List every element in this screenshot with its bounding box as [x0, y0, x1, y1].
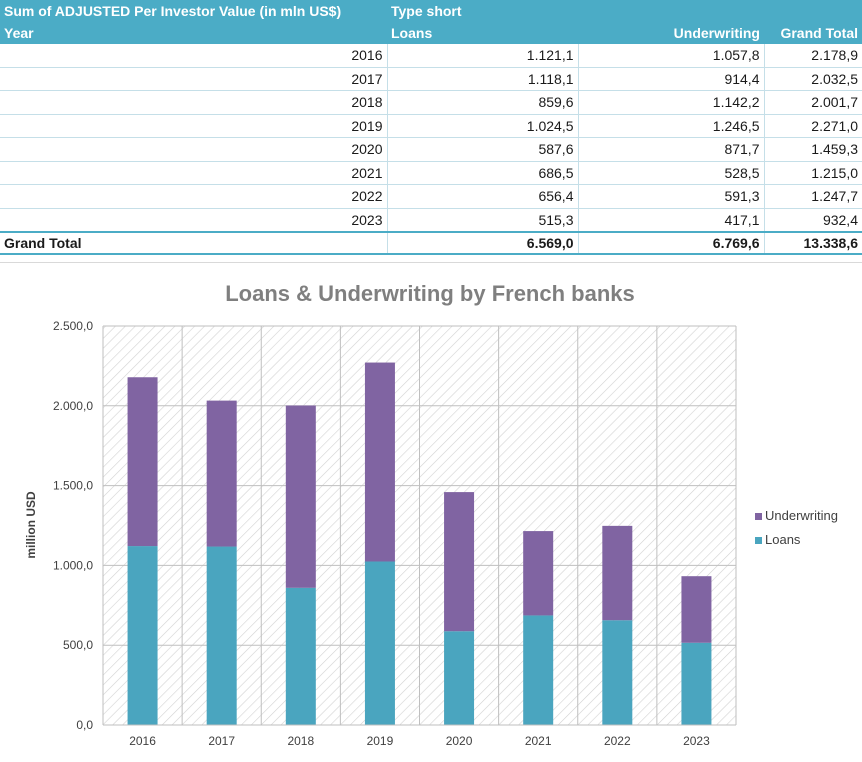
grand-total-cell[interactable]: 1.215,0 — [763, 161, 862, 185]
legend-swatch-loans — [755, 537, 762, 544]
y-tick-label: 2.000,0 — [53, 399, 93, 413]
y-tick-label: 2.500,0 — [53, 319, 93, 333]
x-tick-label: 2017 — [208, 734, 235, 748]
year-cell[interactable]: 2020 — [0, 137, 387, 162]
bar-loans-2016[interactable] — [127, 546, 158, 725]
bar-loans-2017[interactable] — [206, 546, 237, 725]
loans-cell[interactable]: 587,6 — [386, 137, 578, 162]
table-row: 2019 1.024,5 1.246,5 2.271,0 — [0, 114, 862, 138]
x-tick-label: 2021 — [525, 734, 552, 748]
x-tick-label: 2022 — [604, 734, 631, 748]
grand-total-cell[interactable]: 2.001,7 — [763, 90, 862, 115]
y-tick-label: 1.000,0 — [53, 558, 93, 572]
pivot-column-field-header[interactable]: Type short — [387, 0, 578, 22]
x-tick-label: 2018 — [287, 734, 314, 748]
bar-layer — [127, 362, 712, 725]
grand-total-cell[interactable]: 2.032,5 — [763, 67, 862, 91]
year-cell[interactable]: 2016 — [0, 44, 387, 68]
pivot-column-header-underwriting[interactable]: Underwriting — [578, 22, 764, 44]
chart-area[interactable]: Loans & Underwriting by French banks 0,0… — [0, 262, 862, 762]
grand-total-label[interactable]: Grand Total — [0, 231, 387, 255]
grand-total-row: Grand Total 6.569,0 6.769,6 13.338,6 — [0, 231, 862, 255]
underwriting-cell[interactable]: 914,4 — [577, 67, 764, 91]
underwriting-cell[interactable]: 871,7 — [577, 137, 764, 162]
x-tick-label: 2019 — [367, 734, 394, 748]
bar-loans-2021[interactable] — [523, 615, 554, 725]
legend: Underwriting Loans — [755, 508, 838, 547]
underwriting-cell[interactable]: 1.246,5 — [577, 114, 764, 138]
loans-cell[interactable]: 515,3 — [386, 208, 578, 233]
y-tick-label: 1.500,0 — [53, 479, 93, 493]
bar-loans-2022[interactable] — [602, 620, 633, 725]
bar-underwriting-2022[interactable] — [602, 525, 633, 621]
pivot-table: Sum of ADJUSTED Per Investor Value (in m… — [0, 0, 862, 255]
table-row: 2020 587,6 871,7 1.459,3 — [0, 137, 862, 162]
grand-total-cell[interactable]: 932,4 — [763, 208, 862, 233]
loans-cell[interactable]: 859,6 — [386, 90, 578, 115]
y-tick-label: 500,0 — [63, 638, 93, 652]
overall-total-cell[interactable]: 13.338,6 — [763, 231, 862, 255]
y-axis-label: million USD — [24, 491, 38, 559]
table-row: 2017 1.118,1 914,4 2.032,5 — [0, 67, 862, 91]
table-row: 2022 656,4 591,3 1.247,7 — [0, 184, 862, 209]
underwriting-cell[interactable]: 1.142,2 — [577, 90, 764, 115]
x-tick-label: 2023 — [683, 734, 710, 748]
axis-layer: 0,0 500,0 1.000,0 1.500,0 2.000,0 2.500,0 2016… — [53, 319, 736, 748]
grand-total-cell[interactable]: 2.271,0 — [763, 114, 862, 138]
loans-cell[interactable]: 656,4 — [386, 184, 578, 209]
loans-total-cell[interactable]: 6.569,0 — [386, 231, 578, 255]
bar-underwriting-2023[interactable] — [681, 576, 712, 643]
bar-underwriting-2019[interactable] — [364, 362, 395, 562]
underwriting-cell[interactable]: 591,3 — [577, 184, 764, 209]
underwriting-total-cell[interactable]: 6.769,6 — [577, 231, 764, 255]
bar-underwriting-2016[interactable] — [127, 377, 158, 547]
x-tick-label: 2020 — [446, 734, 473, 748]
chart-title: Loans & Underwriting by French banks — [225, 281, 635, 306]
pivot-row-field-header[interactable]: Year — [0, 22, 387, 44]
underwriting-cell[interactable]: 528,5 — [577, 161, 764, 185]
bar-loans-2019[interactable] — [364, 561, 395, 725]
bar-underwriting-2020[interactable] — [444, 492, 475, 632]
pivot-column-header-loans[interactable]: Loans — [387, 22, 578, 44]
grand-total-cell[interactable]: 2.178,9 — [763, 44, 862, 68]
year-cell[interactable]: 2018 — [0, 90, 387, 115]
legend-label-loans: Loans — [765, 532, 801, 547]
year-cell[interactable]: 2021 — [0, 161, 387, 185]
table-row: 2016 1.121,1 1.057,8 2.178,9 — [0, 44, 862, 68]
year-cell[interactable]: 2023 — [0, 208, 387, 233]
pivot-header-blank — [764, 0, 862, 22]
year-cell[interactable]: 2017 — [0, 67, 387, 91]
loans-cell[interactable]: 1.024,5 — [386, 114, 578, 138]
underwriting-cell[interactable]: 417,1 — [577, 208, 764, 233]
pivot-header-blank — [578, 0, 764, 22]
year-cell[interactable]: 2022 — [0, 184, 387, 209]
year-cell[interactable]: 2019 — [0, 114, 387, 138]
pivot-column-header-grand-total[interactable]: Grand Total — [764, 22, 862, 44]
pivot-header-row-2: Year Loans Underwriting Grand Total — [0, 22, 862, 44]
bar-underwriting-2018[interactable] — [285, 405, 316, 588]
loans-cell[interactable]: 686,5 — [386, 161, 578, 185]
bar-underwriting-2017[interactable] — [206, 400, 237, 547]
bar-underwriting-2021[interactable] — [523, 531, 554, 616]
y-tick-label: 0,0 — [76, 718, 93, 732]
legend-label-underwriting: Underwriting — [765, 508, 838, 523]
loans-cell[interactable]: 1.121,1 — [386, 44, 578, 68]
pivot-body: 2016 1.121,1 1.057,8 2.178,9 2017 1.118,1 914,… — [0, 44, 862, 255]
table-row: 2023 515,3 417,1 932,4 — [0, 208, 862, 233]
x-tick-label: 2016 — [129, 734, 156, 748]
pivot-value-field-header[interactable]: Sum of ADJUSTED Per Investor Value (in m… — [0, 0, 387, 22]
pivot-header-row-1: Sum of ADJUSTED Per Investor Value (in m… — [0, 0, 862, 22]
table-row: 2021 686,5 528,5 1.215,0 — [0, 161, 862, 185]
underwriting-cell[interactable]: 1.057,8 — [577, 44, 764, 68]
bar-loans-2023[interactable] — [681, 642, 712, 725]
grand-total-cell[interactable]: 1.459,3 — [763, 137, 862, 162]
grand-total-cell[interactable]: 1.247,7 — [763, 184, 862, 209]
bar-loans-2018[interactable] — [285, 587, 316, 725]
stacked-bar-chart: Loans & Underwriting by French banks 0,0… — [24, 281, 838, 748]
loans-cell[interactable]: 1.118,1 — [386, 67, 578, 91]
table-row: 2018 859,6 1.142,2 2.001,7 — [0, 90, 862, 115]
bar-loans-2020[interactable] — [444, 631, 475, 725]
legend-swatch-underwriting — [755, 513, 762, 520]
